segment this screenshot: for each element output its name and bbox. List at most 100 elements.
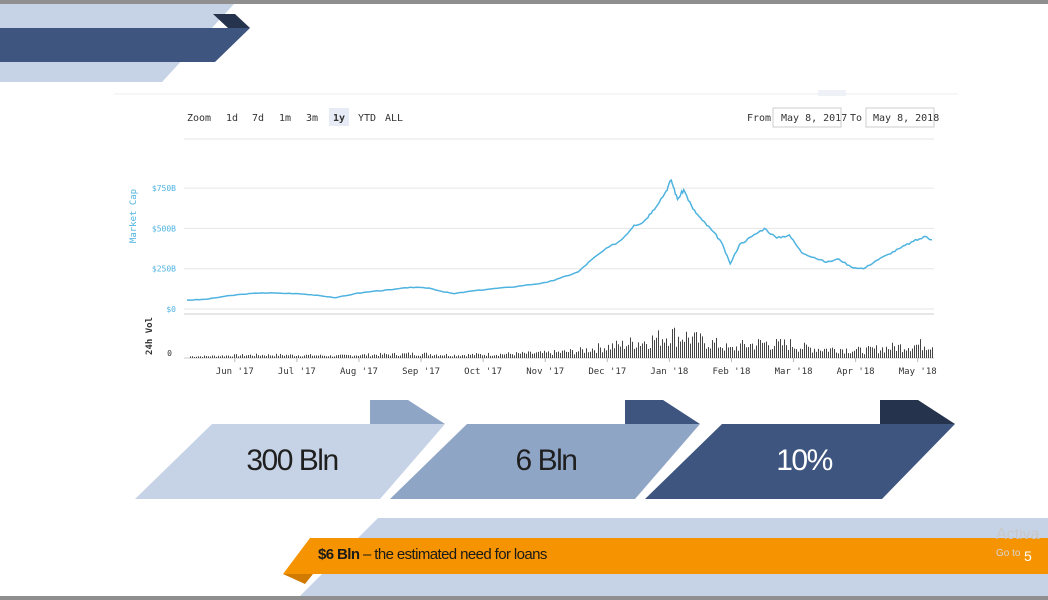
volume-bar (384, 353, 385, 358)
volume-bar (312, 355, 313, 358)
zoom-button-7d[interactable]: 7d (252, 113, 264, 124)
volume-bar (594, 350, 595, 358)
volume-bar (858, 346, 859, 358)
volume-bar (506, 353, 507, 358)
volume-bar (564, 350, 565, 358)
zoom-button-3m[interactable]: 3m (306, 113, 318, 124)
volume-bar (756, 345, 757, 358)
volume-bar (738, 350, 739, 358)
x-tick-label: Sep '17 (402, 367, 440, 377)
zoom-button-1m[interactable]: 1m (279, 113, 291, 124)
volume-bar (334, 356, 335, 358)
to-date-input[interactable] (865, 107, 935, 128)
stat-ribbons (135, 400, 955, 499)
volume-bar (480, 353, 481, 358)
volume-bar (726, 343, 727, 358)
zoom-button-1y[interactable]: 1y (333, 113, 345, 124)
zoom-button-ytd[interactable]: YTD (358, 113, 376, 124)
volume-bar (650, 348, 651, 358)
volume-bar (246, 355, 247, 358)
x-tick-label: Feb '18 (713, 367, 751, 377)
volume-bar (536, 352, 537, 358)
volume-bar (488, 352, 489, 358)
market-cap-line (187, 178, 932, 301)
volume-bar (440, 355, 441, 358)
page-number: 5 (1024, 548, 1032, 564)
volume-bar (710, 348, 711, 358)
volume-bar (730, 347, 731, 358)
volume-bar (504, 354, 505, 358)
volume-bar (878, 353, 879, 358)
volume-bar (806, 344, 807, 358)
volume-bar (460, 356, 461, 358)
volume-bar (932, 347, 933, 358)
volume-bar (366, 355, 367, 358)
volume-bar (626, 346, 627, 358)
volume-bar (220, 356, 221, 358)
volume-bar (706, 348, 707, 358)
volume-bar (496, 354, 497, 358)
zoom-button-1d[interactable]: 1d (226, 113, 238, 124)
volume-bar (198, 356, 199, 358)
volume-bar (770, 349, 771, 358)
volume-bar (336, 355, 337, 358)
volume-bar (234, 354, 235, 358)
volume-bar (690, 343, 691, 358)
volume-bar (430, 354, 431, 358)
volume-bar (212, 355, 213, 358)
volume-bar (538, 351, 539, 358)
volume-bars (190, 327, 933, 358)
volume-bar (250, 354, 251, 358)
volume-bar (410, 355, 411, 358)
volume-bar (190, 356, 191, 358)
volume-bar (292, 354, 293, 358)
volume-bar (524, 352, 525, 358)
volume-bar (598, 343, 599, 358)
volume-bar (636, 347, 637, 358)
volume-bar (232, 356, 233, 358)
volume-bar (240, 355, 241, 358)
volume-bar (546, 352, 547, 358)
volume-bar (344, 354, 345, 358)
volume-bar (252, 355, 253, 358)
zoom-button-all[interactable]: ALL (385, 113, 403, 124)
volume-bar (390, 355, 391, 358)
volume-bar (754, 349, 755, 358)
volume-bar (570, 349, 571, 358)
volume-bar (646, 344, 647, 358)
volume-bar (716, 337, 717, 358)
volume-bar (566, 351, 567, 358)
volume-bar (720, 347, 721, 358)
volume-bar (558, 351, 559, 358)
volume-bar (836, 352, 837, 358)
volume-bar (548, 351, 549, 358)
volume-bar (922, 350, 923, 358)
volume-bar (724, 350, 725, 358)
zoom-label: Zoom (187, 113, 211, 124)
volume-bar (890, 349, 891, 358)
volume-bar (360, 355, 361, 358)
volume-bar (454, 354, 455, 358)
volume-bar (414, 355, 415, 358)
volume-bar (446, 353, 447, 358)
volume-bar (280, 353, 281, 358)
stat-market-cap: 300 Bln (246, 444, 339, 477)
volume-bar (552, 354, 553, 358)
volume-bar (762, 342, 763, 358)
volume-bar (832, 347, 833, 358)
volume-bar (586, 348, 587, 358)
volume-bar (772, 349, 773, 358)
volume-bar (290, 354, 291, 358)
volume-bar (632, 341, 633, 358)
to-date-value: May 8, 2018 (873, 113, 939, 124)
volume-bar (484, 354, 485, 358)
volume-bar (810, 347, 811, 358)
volume-bar (820, 350, 821, 358)
volume-bar (828, 351, 829, 358)
volume-bar (620, 346, 621, 358)
volume-bar (876, 345, 877, 358)
volume-bar (750, 343, 751, 358)
from-date-input[interactable] (772, 107, 842, 128)
volume-bar (218, 355, 219, 358)
